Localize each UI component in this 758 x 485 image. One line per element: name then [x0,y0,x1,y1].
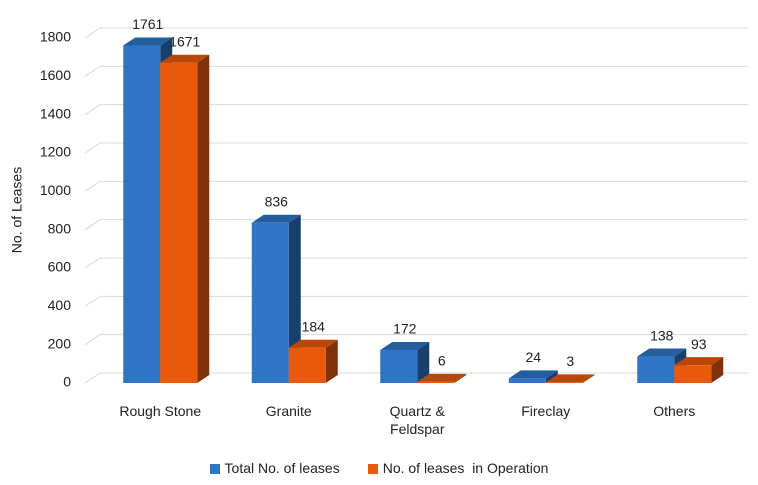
bar-front [288,347,326,383]
bar-side [582,374,595,383]
grid-line [84,334,748,346]
grid-line [84,142,748,154]
grid-line [84,295,748,307]
bar-top [637,348,687,357]
y-tick-label: 1800 [40,29,71,45]
y-axis-label: No. of Leases [9,167,25,253]
bar-top [545,374,595,383]
bar-side [545,370,558,383]
bar-side [325,339,338,383]
legend-item: No. of leases in Operation [367,460,549,476]
bar-top [508,370,558,379]
data-label: 24 [525,349,541,365]
legend-swatch [209,464,220,475]
y-tick-label: 1400 [40,105,71,121]
grid-line [84,219,748,231]
bar-side [417,342,430,383]
y-tick-label: 0 [63,374,71,390]
x-tick-label: Rough Stone [119,403,202,419]
y-tick-label: 1000 [40,182,71,198]
bar-top [288,339,338,348]
bar-top [251,214,301,223]
x-tick-label: Fireclay [521,403,571,419]
bar-front [417,381,455,383]
data-label: 184 [302,318,326,334]
y-tick-label: 400 [48,297,72,313]
data-label: 138 [650,327,674,343]
y-tick-label: 1600 [40,67,71,83]
bar [545,374,595,383]
y-tick-label: 200 [48,335,72,351]
bar [674,357,724,383]
grid-line [84,27,748,39]
bar-front [508,378,546,383]
bar-top [380,342,430,351]
bar-side [454,373,467,383]
bar-top [417,373,467,382]
bar-front [380,350,418,383]
legend-label: Total No. of leases [224,460,340,476]
legend-item: Total No. of leases [209,460,340,476]
data-label: 3 [566,353,574,369]
data-label: 172 [393,321,417,337]
bar-front [674,365,712,383]
bar-top [123,37,173,46]
bar-front [637,356,675,383]
x-tick-label: Others [653,403,696,419]
bar [160,54,210,383]
data-label: 93 [691,336,707,352]
y-tick-label: 1200 [40,144,71,160]
grid-line [84,257,748,269]
bar [380,342,430,383]
data-label: 1761 [132,16,163,32]
bar [637,348,687,383]
bar [508,370,558,383]
bar [251,214,301,383]
bar-front [160,62,198,383]
bar-front [251,222,289,383]
legend-swatch [367,464,378,475]
x-tick-label: Quartz & Feldspar [389,403,445,437]
legend: Total No. of leases No. of leases in Oper… [0,460,758,476]
bar-side [197,54,210,383]
bar-side [288,214,301,383]
grid-line [84,180,748,192]
bar-side [711,357,724,383]
bar [288,339,338,383]
bar-top [674,357,724,366]
grid-line [84,65,748,77]
y-tick-label: 800 [48,220,72,236]
bar [417,373,467,383]
legend-label: No. of leases in Operation [382,460,549,476]
x-tick-label: Granite [265,403,312,419]
data-label: 836 [265,193,289,209]
data-label: 6 [438,353,446,369]
grid-line [84,104,748,116]
y-tick-label: 600 [48,259,72,275]
bar-top [160,54,210,63]
bar-front [545,382,583,383]
data-label: 1671 [169,33,200,49]
bar-front [123,45,161,383]
